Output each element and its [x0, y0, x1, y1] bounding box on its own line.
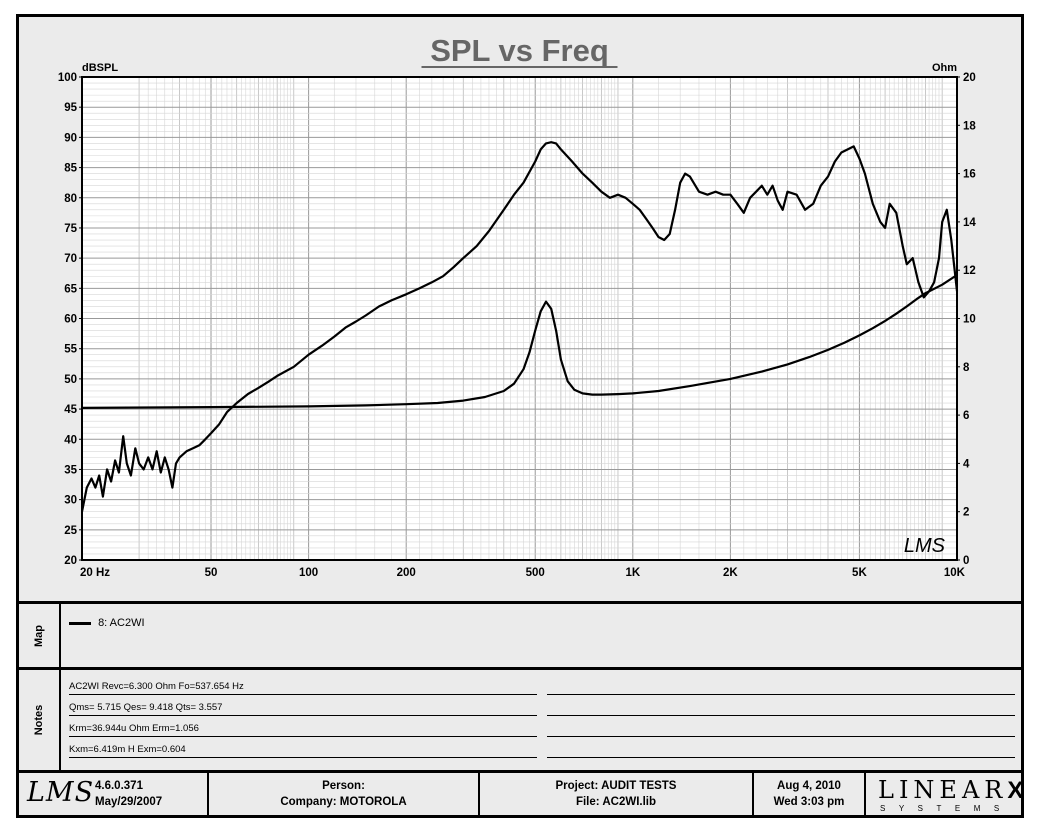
- y-tick-label: 70: [64, 253, 77, 265]
- y-tick-label: 35: [64, 464, 77, 476]
- x-tick-label: 1K: [625, 567, 640, 579]
- y2-axis-label: Ohm: [932, 62, 957, 74]
- y-tick-label: 50: [64, 374, 77, 386]
- y-tick-label: 40: [64, 434, 77, 446]
- footer-person-cell: Person: Company: MOTOROLA: [209, 773, 480, 818]
- footer-project-cell: Project: AUDIT TESTS File: AC2WI.lib: [480, 773, 754, 818]
- project-line: Project: AUDIT TESTS: [555, 780, 677, 792]
- note-line-4: Kxm=6.419m H Exm=0.604: [69, 743, 537, 758]
- y-tick-label: 25: [64, 525, 77, 537]
- note-line-2: Qms= 5.715 Qes= 9.418 Qts= 3.557: [69, 701, 537, 716]
- legend-swatch: [69, 621, 91, 625]
- y2-tick-label: 6: [963, 410, 969, 422]
- footer: LMS 4.6.0.371 May/29/2007 Person: Compan…: [19, 773, 1023, 818]
- x-tick-label: 500: [526, 567, 545, 579]
- footer-brand-cell: LINEARX SYSTEMS: [866, 773, 1023, 818]
- y-tick-label: 95: [64, 102, 77, 114]
- y2-tick-label: 12: [963, 265, 976, 277]
- brand-x: X: [1007, 777, 1029, 804]
- brand-logo: LINEARX: [878, 776, 1028, 805]
- footer-date-cell: Aug 4, 2010 Wed 3:03 pm: [754, 773, 866, 818]
- spl-curve: [80, 141, 959, 512]
- brand-main: LINEAR: [878, 776, 1008, 804]
- y2-tick-label: 18: [963, 120, 976, 132]
- person-line: Person:: [322, 780, 365, 792]
- y-tick-label: 90: [64, 132, 77, 144]
- date-line: Aug 4, 2010: [777, 780, 841, 792]
- lms-logo: LMS: [27, 777, 95, 808]
- map-section: Map 8: AC2WI: [19, 604, 1021, 670]
- y2-tick-label: 16: [963, 169, 976, 181]
- notes-side-label: Notes: [19, 670, 61, 770]
- legend-label: 8: AC2WI: [98, 617, 145, 629]
- company-line: Company: MOTOROLA: [280, 796, 407, 808]
- x-tick-label: 20 Hz: [80, 567, 110, 579]
- y-tick-label: 80: [64, 193, 77, 205]
- x-tick-label: 100: [299, 567, 318, 579]
- map-side-label: Map: [19, 604, 61, 667]
- x-tick-label: 2K: [723, 567, 738, 579]
- map-label: Map: [33, 624, 45, 647]
- legend-entry: 8: AC2WI: [69, 617, 145, 629]
- version-date: May/29/2007: [95, 796, 163, 808]
- spl-chart: 20 25 30 35 40 45 50 55 60 65 70 75 80 85 90 95 100 0 2 4 6 8…: [58, 33, 977, 579]
- brand-sub: SYSTEMS: [880, 804, 1013, 813]
- y-tick-label: 85: [64, 163, 77, 175]
- note-line-blank-2: [547, 701, 1015, 716]
- y-tick-label: 100: [58, 72, 77, 84]
- footer-version-cell: LMS 4.6.0.371 May/29/2007: [19, 773, 209, 818]
- impedance-curve: [81, 274, 958, 409]
- lms-watermark: LMS: [904, 535, 946, 557]
- y-axis-label: dBSPL: [82, 62, 118, 74]
- y-tick-label: 60: [64, 314, 77, 326]
- note-line-3: Krm=36.944u Ohm Erm=1.056: [69, 722, 537, 737]
- notes-label: Notes: [33, 704, 45, 736]
- y-tick-label: 45: [64, 404, 77, 416]
- file-line: File: AC2WI.lib: [575, 796, 657, 808]
- notes-section: Notes AC2WI Revc=6.300 Ohm Fo=537.654 Hz…: [19, 670, 1021, 773]
- y-tick-label: 65: [64, 283, 77, 295]
- y-tick-label: 20: [64, 555, 77, 567]
- x-tick-label: 10K: [944, 567, 966, 579]
- y2-tick-label: 4: [963, 458, 970, 470]
- note-line-blank-4: [547, 743, 1015, 758]
- note-line-blank-3: [547, 722, 1015, 737]
- note-line-1: AC2WI Revc=6.300 Ohm Fo=537.654 Hz: [69, 680, 537, 695]
- x-tick-label: 5K: [852, 567, 867, 579]
- y-tick-label: 30: [64, 495, 77, 507]
- y2-tick-label: 8: [963, 362, 970, 374]
- time-line: Wed 3:03 pm: [773, 796, 845, 808]
- y-tick-label: 75: [64, 223, 77, 235]
- y2-tick-label: 14: [963, 217, 976, 229]
- y-tick-label: 55: [64, 344, 77, 356]
- x-tick-label: 50: [205, 567, 218, 579]
- note-line-blank-1: [547, 680, 1015, 695]
- x-tick-label: 200: [397, 567, 416, 579]
- report-frame: 20 25 30 35 40 45 50 55 60 65 70 75 80 85 90 95 100 0 2 4 6 8…: [16, 14, 1024, 818]
- chart-section: 20 25 30 35 40 45 50 55 60 65 70 75 80 85 90 95 100 0 2 4 6 8…: [19, 17, 1021, 604]
- y2-tick-label: 0: [963, 555, 969, 567]
- chart-title: SPL vs Freq: [430, 33, 609, 68]
- version-number: 4.6.0.371: [95, 780, 143, 792]
- y2-tick-label: 10: [963, 314, 976, 326]
- y2-tick-label: 20: [963, 72, 976, 84]
- y2-tick-label: 2: [963, 507, 969, 519]
